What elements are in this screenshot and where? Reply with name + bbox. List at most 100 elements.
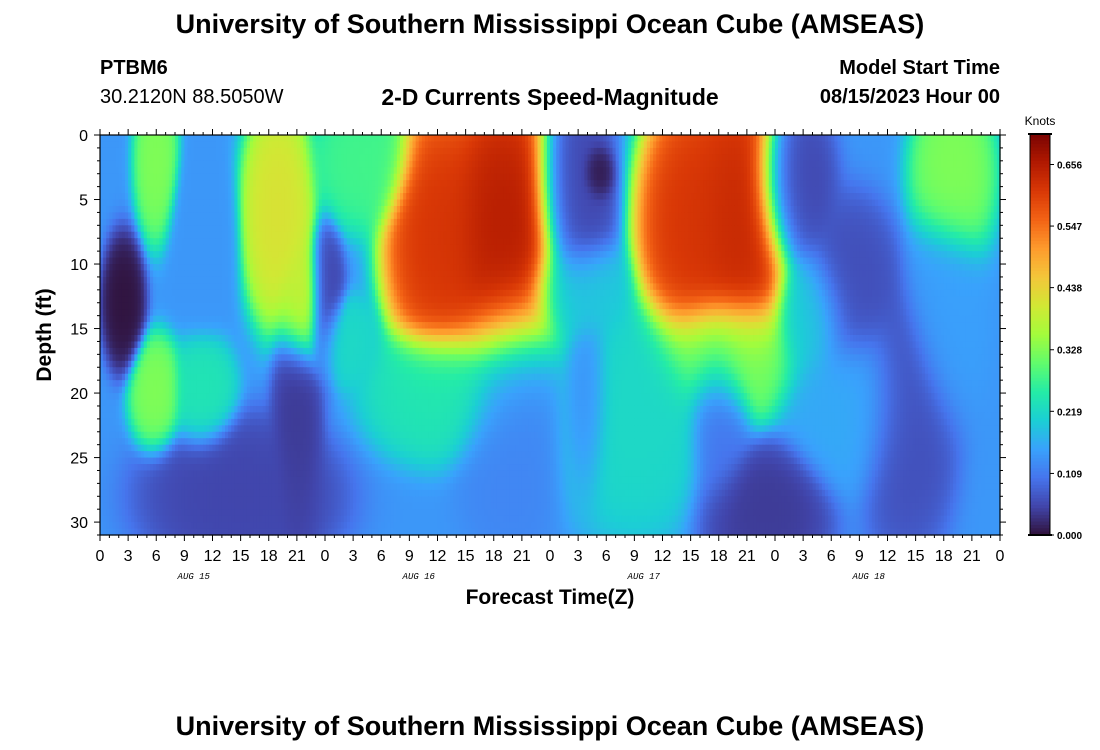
heatmap-cell — [137, 160, 142, 168]
heatmap-cell — [956, 160, 960, 168]
heatmap-cell — [768, 147, 773, 155]
heatmap-cell — [987, 154, 992, 162]
heatmap-cell — [240, 154, 245, 162]
heatmap-cell — [309, 167, 314, 175]
heatmap-cell — [896, 147, 901, 155]
heatmap-cell — [668, 141, 673, 149]
heatmap-cell — [459, 167, 464, 175]
heatmap-cell — [984, 167, 989, 175]
heatmap-cell — [206, 154, 210, 162]
heatmap-cell — [203, 173, 207, 181]
heatmap-cell — [181, 147, 185, 155]
heatmap-cell — [862, 135, 867, 143]
heatmap-cell — [906, 167, 910, 175]
heatmap-cell — [456, 135, 460, 143]
heatmap-cell — [696, 135, 701, 143]
heatmap-cell — [428, 141, 432, 149]
heatmap-cell — [215, 147, 220, 155]
heatmap-cell — [409, 167, 414, 175]
heatmap-cell — [940, 141, 945, 149]
heatmap-cell — [578, 147, 582, 155]
heatmap-cell — [771, 160, 776, 168]
heatmap-cell — [609, 154, 614, 162]
heatmap-cell — [746, 167, 751, 175]
heatmap-cell — [456, 147, 460, 155]
heatmap-cell — [296, 160, 301, 168]
heatmap-cell — [112, 167, 117, 175]
heatmap-cell — [946, 147, 951, 155]
heatmap-cell — [881, 154, 885, 162]
heatmap-cell — [512, 147, 517, 155]
heatmap-cell — [943, 135, 948, 143]
heatmap-cell — [693, 154, 698, 162]
heatmap-cell — [393, 154, 398, 162]
heatmap-cell — [628, 154, 632, 162]
heatmap-cell — [178, 160, 182, 168]
heatmap-cell — [243, 154, 248, 162]
heatmap-cell — [425, 160, 429, 168]
heatmap-cell — [287, 154, 292, 162]
heatmap-cell — [893, 154, 898, 162]
heatmap-cell — [193, 147, 198, 155]
heatmap-cell — [500, 147, 504, 155]
heatmap-cell — [715, 154, 720, 162]
heatmap-cell — [203, 147, 207, 155]
heatmap-cell — [203, 160, 207, 168]
heatmap-cell — [475, 135, 479, 143]
heatmap-cell — [790, 154, 795, 162]
heatmap-cell — [996, 135, 1001, 143]
heatmap-cell — [725, 154, 729, 162]
heatmap-cell — [725, 141, 729, 149]
heatmap-cell — [303, 135, 307, 143]
heatmap-cell — [162, 154, 167, 162]
heatmap-cell — [259, 160, 264, 168]
heatmap-cell — [784, 154, 789, 162]
heatmap-cell — [128, 173, 132, 181]
heatmap-cell — [150, 135, 154, 143]
heatmap-cell — [221, 135, 226, 143]
heatmap-cell — [690, 160, 695, 168]
heatmap-cell — [759, 141, 764, 149]
heatmap-cell — [756, 135, 760, 143]
heatmap-cell — [834, 154, 839, 162]
heatmap-cell — [253, 154, 257, 162]
heatmap-cell — [912, 135, 917, 143]
heatmap-cell — [503, 141, 507, 149]
heatmap-cell — [421, 135, 426, 143]
heatmap-cell — [281, 167, 285, 175]
heatmap-cell — [121, 167, 126, 175]
heatmap-cell — [509, 167, 514, 175]
heatmap-cell — [812, 147, 817, 155]
heatmap-cell — [275, 173, 279, 181]
heatmap-cell — [125, 160, 129, 168]
heatmap-cell — [506, 154, 510, 162]
heatmap-cell — [581, 154, 585, 162]
heatmap-cell — [159, 141, 164, 149]
heatmap-cell — [384, 141, 389, 149]
heatmap-cell — [881, 147, 885, 155]
heatmap-cell — [909, 141, 914, 149]
heatmap-cell — [728, 167, 732, 175]
heatmap-cell — [737, 154, 742, 162]
heatmap-cell — [543, 160, 548, 168]
heatmap-cell — [487, 141, 492, 149]
heatmap-cell — [790, 147, 795, 155]
heatmap-cell — [337, 167, 342, 175]
station-id: PTBM6 — [100, 57, 168, 80]
heatmap-cell — [103, 147, 107, 155]
heatmap-cell — [362, 141, 367, 149]
heatmap-cell — [718, 147, 723, 155]
heatmap-cell — [765, 135, 770, 143]
heatmap-cell — [353, 135, 357, 143]
heatmap-cell — [403, 147, 407, 155]
heatmap-cell — [268, 135, 273, 143]
heatmap-cell — [659, 147, 664, 155]
heatmap-cell — [234, 167, 239, 175]
heatmap-cell — [181, 160, 185, 168]
heatmap-cell — [543, 147, 548, 155]
heatmap-cell — [940, 135, 945, 143]
heatmap-cell — [143, 141, 148, 149]
heatmap-cell — [306, 160, 310, 168]
heatmap-cell — [381, 160, 385, 168]
heatmap-cell — [153, 154, 157, 162]
